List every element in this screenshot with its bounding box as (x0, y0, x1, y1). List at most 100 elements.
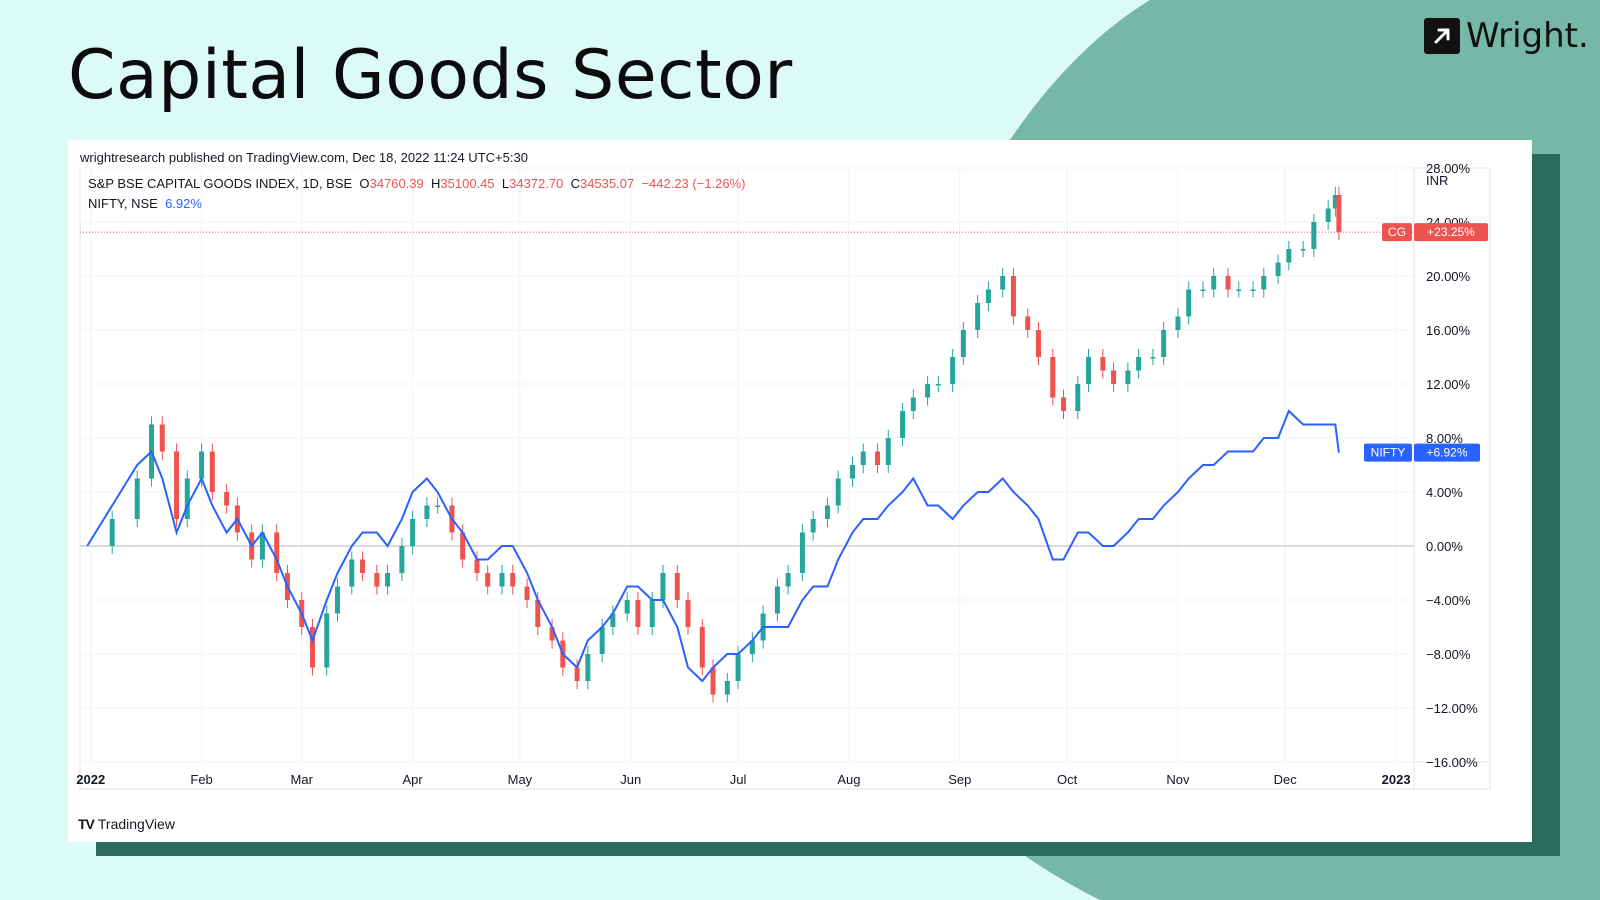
candle-body (810, 519, 816, 533)
x-tick-label: Aug (837, 772, 860, 787)
candle-body (1050, 357, 1056, 398)
candle-body (1300, 249, 1306, 251)
candle-body (574, 667, 580, 681)
x-tick-label: Nov (1166, 772, 1190, 787)
x-tick-label: Dec (1274, 772, 1298, 787)
candle-body (274, 532, 280, 573)
y-tick-label: 8.00% (1426, 431, 1463, 446)
candle-body (624, 600, 630, 614)
candle-body (309, 627, 315, 668)
candle-body (724, 681, 730, 695)
candle-body (1000, 276, 1006, 290)
legend-main-name: S&P BSE CAPITAL GOODS INDEX, 1D, BSE (88, 176, 353, 191)
candle-body (585, 654, 591, 681)
candle-body (510, 573, 516, 587)
candle-body (860, 451, 866, 465)
x-tick-label: Jul (730, 772, 747, 787)
legend-o-value: 34760.39 (369, 176, 424, 191)
candle-body (474, 559, 480, 573)
candle-body (674, 573, 680, 600)
nifty-last-value-bg (1414, 443, 1480, 462)
nifty-line (86, 409, 1340, 683)
candle-body (960, 330, 966, 357)
candle-body (785, 573, 791, 587)
legend-nifty-name: NIFTY, NSE (88, 196, 158, 211)
candle-body (109, 519, 115, 546)
legend-c-value: 34535.07 (579, 176, 635, 191)
y-tick-label: 28.00% (1426, 161, 1471, 176)
legend-main: S&P BSE CAPITAL GOODS INDEX, 1D, BSE O34… (88, 176, 746, 191)
candle-body (799, 532, 805, 573)
candle-body (535, 600, 541, 627)
brand: Wright. (1424, 16, 1589, 56)
y-tick-label: −12.00% (1426, 701, 1478, 716)
x-tick-label: Mar (291, 772, 314, 787)
x-tick-label: May (508, 772, 533, 787)
arrow-up-right-icon (1424, 18, 1460, 54)
candle-body (1061, 397, 1067, 411)
candle-body (1100, 357, 1106, 371)
candle-body (485, 573, 491, 587)
candle-body (1211, 276, 1217, 290)
y-tick-label: −4.00% (1426, 593, 1471, 608)
nifty-tag-bg (1364, 443, 1412, 462)
candle-body (1161, 330, 1167, 357)
candle-body (424, 505, 430, 519)
candle-body (1035, 330, 1041, 357)
candle-body (635, 600, 641, 627)
legend-l-value: 34372.70 (509, 176, 564, 191)
legend-nifty-value: 6.92% (165, 196, 202, 211)
candle-body (134, 478, 140, 519)
candle-body (935, 384, 941, 386)
y-tick-label: −8.00% (1426, 647, 1471, 662)
candle-body (549, 627, 555, 641)
candle-body (875, 451, 881, 465)
candle-body (749, 640, 755, 654)
candle-body (1325, 208, 1331, 222)
tradingview-footer: TV TradingView (78, 816, 175, 832)
legend-c-label: C (570, 176, 580, 191)
cg-tag-bg (1382, 223, 1412, 242)
y-tick-label: 12.00% (1426, 377, 1471, 392)
cg-tag-label: CG (1388, 225, 1406, 239)
candle-body (985, 289, 991, 303)
candle-body (1186, 289, 1192, 317)
candle-body (975, 303, 981, 330)
publish-line: wrightresearch published on TradingView.… (80, 150, 528, 165)
candle-body (1336, 195, 1342, 233)
candle-body (324, 613, 330, 668)
candle-body (435, 505, 441, 507)
candle-body (460, 532, 466, 560)
candle-body (1332, 195, 1338, 209)
candle-body (1275, 262, 1281, 276)
candle-body (335, 586, 341, 614)
candle-body (925, 384, 931, 398)
y-tick-label: −16.00% (1426, 755, 1478, 770)
legend-h-value: 35100.45 (440, 176, 495, 191)
x-tick-label: Jun (620, 772, 641, 787)
y-tick-label: 0.00% (1426, 539, 1463, 554)
candle-body (184, 478, 190, 519)
legend-l-label: L (501, 176, 510, 191)
legend-nifty: NIFTY, NSE 6.92% (88, 196, 202, 211)
candle-body (824, 505, 830, 519)
nifty-last-value: +6.92% (1426, 446, 1467, 460)
candle-body (699, 627, 705, 668)
candle-body (1075, 384, 1081, 411)
candle-body (1261, 276, 1267, 290)
chart-card: wrightresearch published on TradingView.… (68, 140, 1532, 842)
legend-h-label: H (431, 176, 441, 191)
candle-body (209, 451, 215, 492)
candle-body (900, 411, 906, 438)
candle-body (1150, 357, 1156, 359)
tradingview-name: TradingView (97, 816, 175, 832)
y-tick-label: 16.00% (1426, 323, 1471, 338)
candle-body (1200, 289, 1206, 291)
candle-body (199, 451, 205, 479)
x-tick-label: Apr (402, 772, 423, 787)
candle-body (159, 424, 165, 452)
candle-body (174, 451, 180, 519)
candle-body (259, 532, 265, 560)
candle-body (1236, 289, 1242, 291)
x-tick-label: Oct (1057, 772, 1078, 787)
